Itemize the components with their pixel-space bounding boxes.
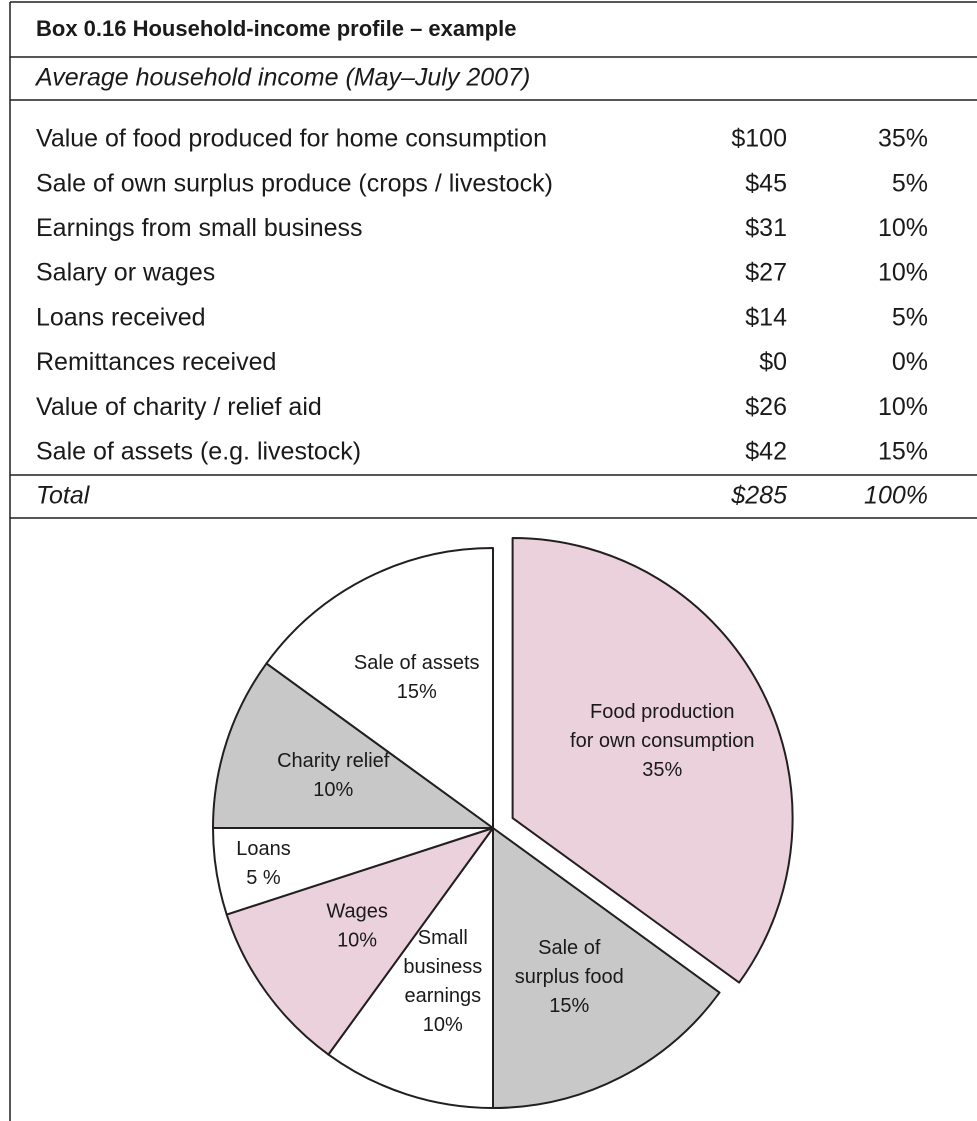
slice-label: Charity relief (277, 750, 390, 772)
slice-label: surplus food (515, 966, 624, 988)
table-cell: $45 (745, 169, 787, 197)
slice-label: business (403, 956, 482, 978)
total-cell: $285 (730, 482, 787, 510)
table-cell: $31 (745, 214, 787, 242)
table-cell: 35% (878, 125, 928, 153)
table-cell: $26 (745, 393, 787, 421)
table-cell: $27 (745, 259, 787, 287)
slice-value-label: 10% (313, 779, 353, 801)
table-cell: $0 (759, 348, 787, 376)
table-cell: Value of food produced for home consumpt… (36, 125, 547, 153)
table-cell: Earnings from small business (36, 214, 363, 242)
slice-value-label: 15% (549, 995, 589, 1017)
table-cell: 10% (878, 214, 928, 242)
slice-label: Sale of (538, 937, 601, 959)
pie-slice (327, 827, 494, 1109)
box-title: Box 0.16 Household-income profile – exam… (36, 16, 516, 41)
table-cell: Salary or wages (36, 259, 215, 287)
slice-label: Loans (236, 838, 291, 860)
slice-value-label: 10% (423, 1014, 463, 1036)
table-cell: $100 (731, 125, 787, 153)
slice-label: Sale of assets (354, 652, 480, 674)
slice-label: Wages (326, 901, 388, 923)
slice-label: Small (418, 927, 468, 949)
table-cell: 0% (892, 348, 928, 376)
table-cell: Loans received (36, 303, 206, 331)
total-cell: Total (36, 482, 91, 510)
total-cell: 100% (864, 482, 928, 510)
slice-value-label: 5 % (246, 867, 281, 889)
table-cell: Sale of assets (e.g. livestock) (36, 438, 361, 466)
slice-label: earnings (404, 985, 481, 1007)
table-cell: 5% (892, 303, 928, 331)
pie-slice (212, 662, 494, 829)
table-cell: 5% (892, 169, 928, 197)
table-cell: Remittances received (36, 348, 276, 376)
pie-slice (511, 537, 794, 984)
pie-slice (492, 827, 721, 1109)
slice-value-label: 10% (337, 930, 377, 952)
slice-value-label: 35% (642, 759, 682, 781)
table-cell: $42 (745, 438, 787, 466)
slice-value-label: 15% (397, 681, 437, 703)
table-cell: $14 (745, 303, 787, 331)
table-cell: 10% (878, 393, 928, 421)
table-cell: Value of charity / relief aid (36, 393, 322, 421)
table-cell: Sale of own surplus produce (crops / liv… (36, 169, 553, 197)
pie-slice (265, 547, 494, 829)
subtitle: Average household income (May–July 2007) (34, 64, 530, 92)
table-cell: 15% (878, 438, 928, 466)
slice-label: for own consumption (570, 730, 755, 752)
slice-label: Food production (590, 701, 735, 723)
table-cell: 10% (878, 259, 928, 287)
pie-slice (225, 827, 494, 1056)
